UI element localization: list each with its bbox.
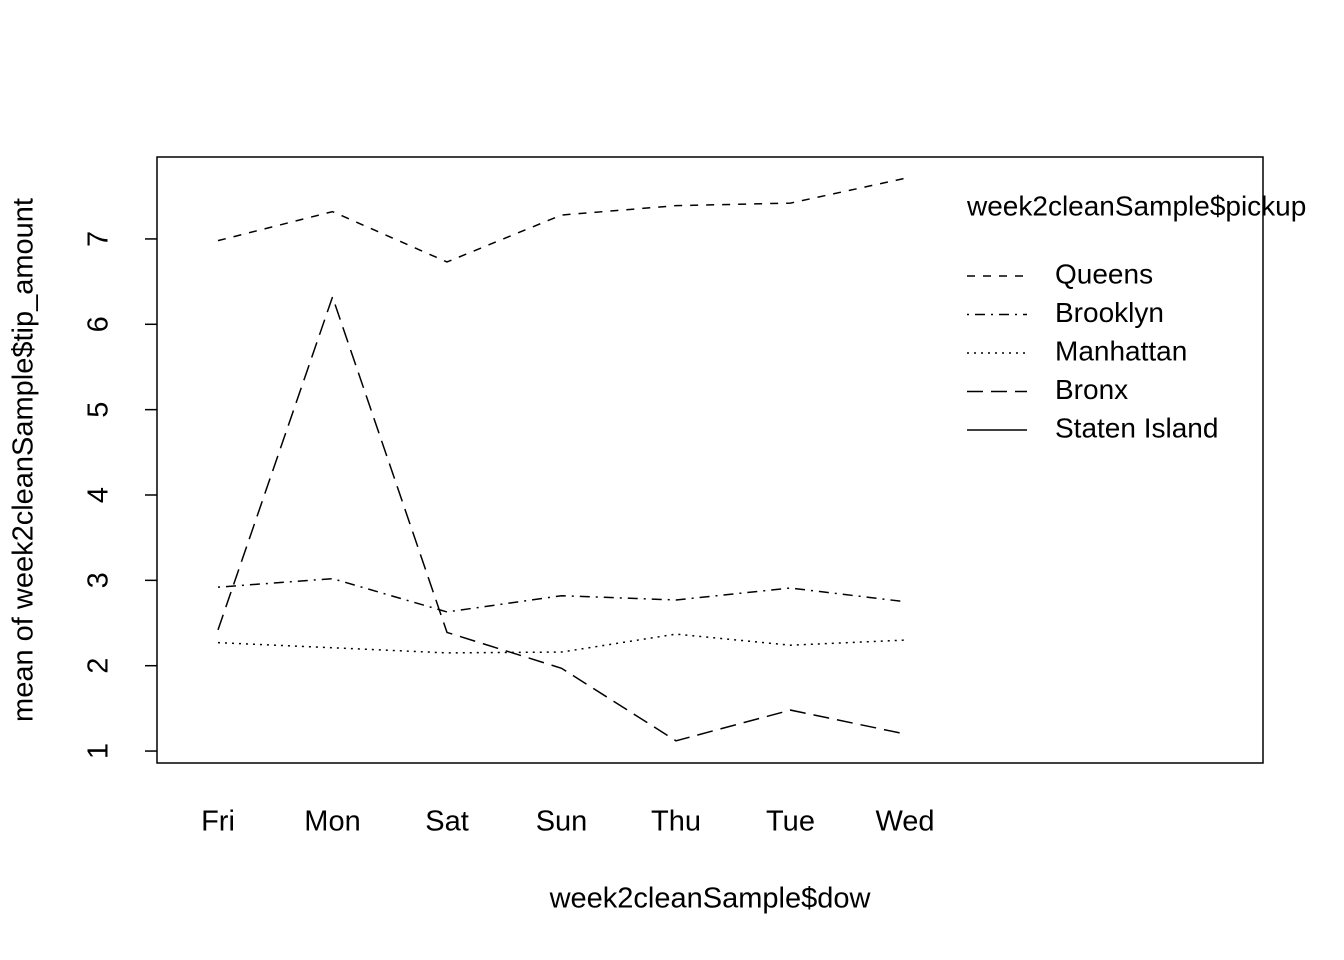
x-tick-label: Thu	[651, 806, 701, 838]
x-tick-label: Sun	[536, 806, 588, 838]
x-axis-label: week2cleanSample$dow	[549, 883, 872, 915]
x-tick-label: Wed	[875, 806, 934, 838]
x-tick-label: Sat	[425, 806, 469, 838]
y-tick-label: 7	[83, 231, 115, 247]
series-line	[217, 633, 906, 654]
x-tick-label: Fri	[201, 806, 235, 838]
legend-label: Bronx	[1055, 374, 1128, 405]
series-line	[217, 294, 906, 742]
legend-label: Queens	[1055, 258, 1153, 289]
x-tick-label: Mon	[304, 806, 360, 838]
y-tick-label: 1	[83, 743, 115, 759]
plot-frame	[156, 156, 1264, 764]
x-tick-label: Tue	[766, 806, 815, 838]
legend-label: Staten Island	[1055, 412, 1218, 443]
y-tick-label: 4	[83, 487, 115, 503]
series-line	[217, 577, 906, 613]
y-tick-label: 6	[83, 316, 115, 332]
legend-title: week2cleanSample$pickup	[966, 190, 1306, 221]
y-tick-label: 5	[83, 402, 115, 418]
legend-label: Brooklyn	[1055, 297, 1164, 328]
series-line	[217, 177, 906, 263]
y-tick-label: 3	[83, 572, 115, 588]
legend-label: Manhattan	[1055, 335, 1187, 366]
y-axis-label: mean of week2cleanSample$tip_amount	[8, 198, 40, 722]
y-tick-label: 2	[83, 658, 115, 674]
